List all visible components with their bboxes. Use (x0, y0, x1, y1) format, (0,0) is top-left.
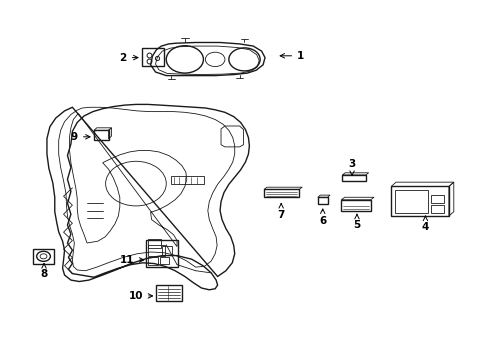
Text: 10: 10 (128, 291, 152, 301)
Bar (162, 246, 172, 255)
Bar (317, 197, 327, 204)
Bar (342, 175, 365, 181)
Bar (160, 257, 169, 264)
Bar (430, 205, 443, 213)
Text: 3: 3 (348, 159, 355, 175)
Text: 11: 11 (120, 255, 143, 265)
Text: 2: 2 (120, 53, 138, 63)
Text: 5: 5 (353, 214, 360, 230)
Bar (430, 195, 443, 203)
Text: 6: 6 (319, 209, 325, 226)
Bar (33, 249, 54, 264)
Text: 4: 4 (421, 216, 428, 232)
Bar (145, 240, 177, 267)
Bar (390, 186, 448, 216)
Text: 9: 9 (71, 132, 90, 142)
Bar (341, 200, 370, 211)
Text: 7: 7 (277, 204, 285, 220)
Text: 1: 1 (280, 51, 304, 61)
Bar (94, 130, 108, 140)
Bar (147, 245, 164, 256)
Bar (142, 48, 163, 66)
Bar (394, 190, 427, 213)
Bar (171, 176, 204, 184)
Bar (264, 189, 299, 197)
Bar (147, 257, 158, 265)
Bar (147, 239, 161, 248)
Text: 8: 8 (41, 264, 47, 279)
Bar (156, 285, 182, 301)
